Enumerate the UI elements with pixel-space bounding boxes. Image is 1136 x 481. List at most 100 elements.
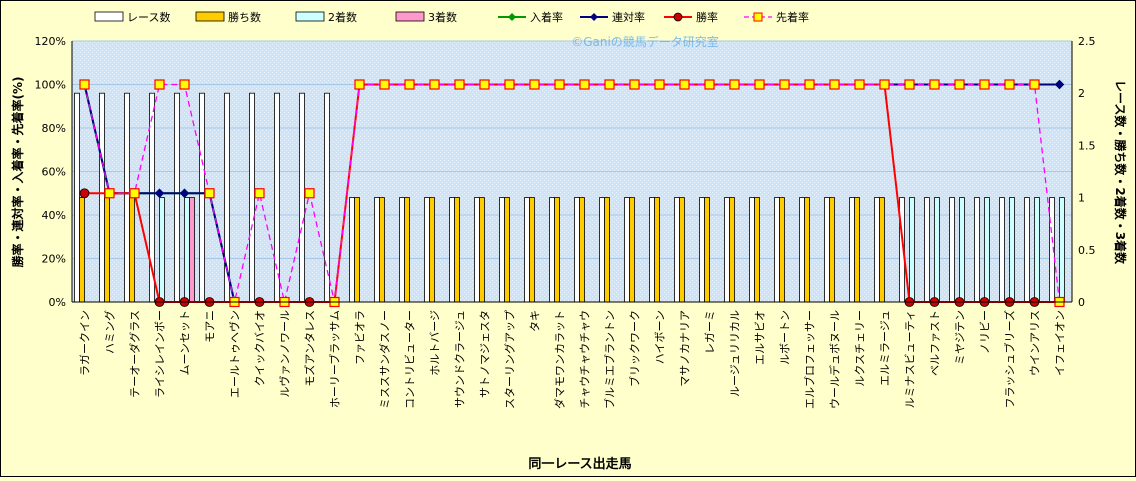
point-先着率 [804,79,815,90]
bar-レース数 [399,197,405,303]
legend-marker [590,13,598,21]
bar-レース数 [449,197,455,303]
point-先着率 [554,79,565,90]
y-left-tick-label: 60% [42,166,66,179]
point-先着率 [1029,79,1040,90]
point-先着率 [79,79,90,90]
bar-勝ち数 [679,197,685,303]
x-tick-label: エルサビオ [754,310,767,365]
bar-レース数 [274,92,280,303]
point-連対率 [154,188,165,198]
legend-entry: 勝ち数 [195,10,261,24]
bar-2着数 [159,197,165,303]
y-right-tick-label: 2 [1078,87,1085,100]
bar-勝ち数 [354,197,360,303]
x-tick-label: フラッシュブリーズ [1003,310,1017,408]
x-tick-label: ルクスチェリー [854,310,867,387]
x-tick-label: モアニ [204,310,217,343]
x-tick-label: サトノマジェスタ [479,310,492,398]
y-right-tick-label: 1.5 [1078,139,1096,152]
point-連対率 [179,188,190,198]
x-tick-label: ノリビー [979,310,992,354]
bar-レース数 [574,197,580,303]
point-先着率 [654,79,665,90]
x-tick-label: チャウチャウチャウ [579,310,592,409]
legend-entry: 入着率 [498,10,563,24]
bar-レース数 [724,197,730,303]
x-tick-label: ルージュリリカル [729,310,742,397]
x-tick-label: ブルミエブラントン [603,310,617,409]
bar-レース数 [649,197,655,303]
point-先着率 [529,79,540,90]
bar-2着数 [1034,197,1040,303]
bar-レース数 [674,197,680,303]
point-先着率 [104,188,115,199]
point-先着率 [179,79,190,90]
point-先着率 [604,79,615,90]
legend-label: 入着率 [530,10,563,24]
legend-entry: レース数 [94,11,170,24]
point-先着率 [354,79,365,90]
point-先着率 [829,79,840,90]
point-先着率 [879,79,890,90]
point-先着率 [679,79,690,90]
bar-勝ち数 [704,197,710,303]
bar-勝ち数 [754,197,760,303]
y-axis-left-label: 勝率・連対率・入着率・先着率(%) [10,77,25,268]
bar-2着数 [959,197,965,303]
point-先着率 [429,79,440,90]
x-tick-label: ハミング [103,310,117,354]
watermark: ©Ganiの競馬データ研究室 [571,34,719,49]
bar-レース数 [699,197,705,303]
point-先着率 [904,79,915,90]
point-先着率 [504,79,515,90]
line-先着率 [83,83,1061,303]
bar-勝ち数 [604,197,610,303]
bar-レース数 [299,92,305,303]
bar-レース数 [499,197,505,303]
legend-label: 3着数 [428,10,457,24]
y-left-tick-label: 20% [42,253,66,266]
x-tick-label: ホルトバージ [429,310,442,376]
x-tick-label: イフェイオン [1054,310,1067,376]
bar-レース数 [74,92,80,303]
legend-label: 勝率 [696,10,718,24]
x-tick-label: エルミラージュ [879,310,892,386]
x-axis-label: 同一レース出走馬 [528,456,631,472]
x-tick-label: ダマモワンカラット [553,310,567,409]
point-先着率 [629,79,640,90]
bar-レース数 [974,197,980,303]
bar-レース数 [174,92,180,303]
legend-entry: 2着数 [295,10,357,24]
legend-swatch [195,11,225,22]
bar-レース数 [549,197,555,303]
x-tick-label: ベルファスト [929,310,942,376]
y-axis-right-label: レース数・勝ち数・2着数・3着数 [1113,80,1128,265]
legend-swatch [94,11,124,22]
point-先着率 [779,79,790,90]
bar-レース数 [749,197,755,303]
bar-勝ち数 [629,197,635,303]
legend-marker [673,12,683,22]
x-tick-label: ブリックワーク [628,310,642,387]
bar-レース数 [474,197,480,303]
x-tick-label: ミススサンダスノー [378,310,392,409]
x-tick-label: レガーミ [704,310,717,354]
point-先着率 [729,79,740,90]
x-tick-label: クイックバイオ [254,310,267,386]
bar-勝ち数 [479,197,485,303]
bar-勝ち数 [379,197,385,303]
bar-レース数 [799,197,805,303]
y-left-tick-label: 80% [42,122,66,135]
bar-勝ち数 [404,197,410,303]
x-tick-label: ルヴァンノワール [278,310,292,397]
point-先着率 [204,188,215,199]
bar-レース数 [774,197,780,303]
point-先着率 [129,188,140,199]
point-先着率 [254,188,265,199]
x-tick-label: ハイボーン [654,310,667,364]
bar-勝ち数 [129,197,135,303]
bar-レース数 [424,197,430,303]
bar-勝ち数 [729,197,735,303]
